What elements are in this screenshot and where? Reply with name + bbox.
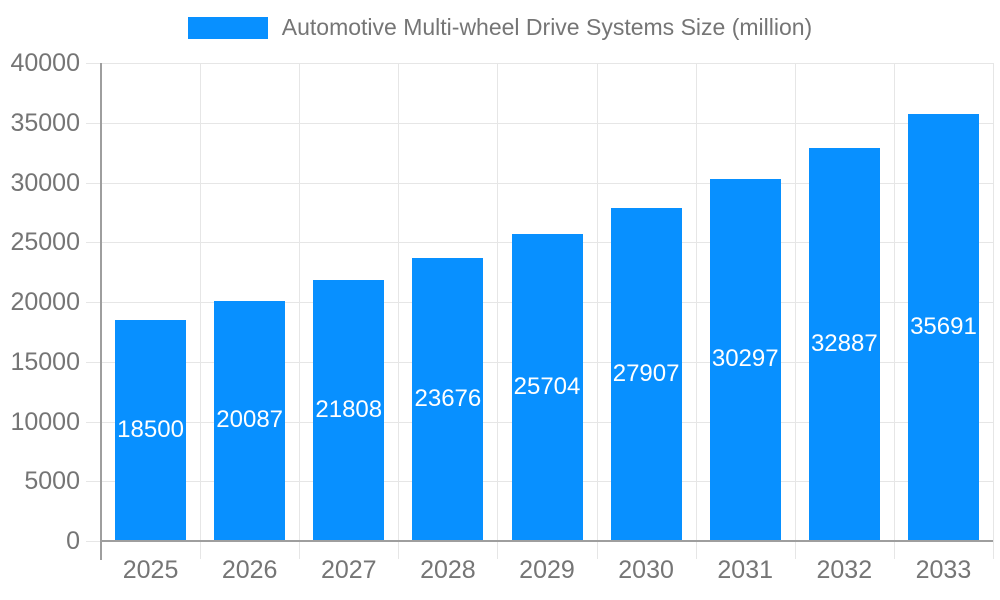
x-tick-label: 2030 [618,556,674,584]
y-tick [86,541,101,542]
x-tick-label: 2028 [420,556,476,584]
x-gridline [299,63,301,559]
bar-value-label: 20087 [216,406,284,434]
y-gridline [101,182,993,184]
y-axis-line [100,63,102,560]
bar-value-label: 18500 [117,415,184,443]
x-gridline [200,63,202,559]
y-tick-label: 30000 [10,168,80,197]
bar-2030[interactable]: 27907 [610,207,682,540]
y-tick [86,421,101,423]
y-tick-label: 20000 [10,288,80,316]
x-tick-label: 2032 [816,556,873,584]
x-gridline [398,63,400,559]
y-tick-label: 35000 [10,108,80,137]
bar-2028[interactable]: 23676 [412,258,484,540]
legend[interactable]: Automotive Multi-wheel Drive Systems Siz… [0,14,1000,41]
bar-value-label: 25704 [513,372,581,400]
bar-2029[interactable]: 25704 [511,233,583,540]
x-tick-label: 2029 [519,556,575,584]
x-tick-label: 2025 [122,556,179,584]
y-tick [86,182,101,184]
bar-value-label: 23676 [414,385,482,413]
x-tick-label: 2027 [320,556,377,584]
y-tick [86,122,101,124]
legend-label: Automotive Multi-wheel Drive Systems Siz… [281,14,813,40]
y-tick-label: 15000 [10,347,80,376]
x-tick-label: 2031 [717,556,774,584]
legend-swatch [187,16,268,39]
y-gridline [101,122,993,124]
x-gridline [893,63,895,559]
y-tick-label: 5000 [24,467,80,496]
y-tick [86,302,101,303]
x-axis-line [101,540,993,542]
x-gridline [596,63,598,559]
x-gridline [695,63,697,559]
x-gridline [794,63,796,559]
y-gridline [101,63,993,64]
y-tick-label: 25000 [10,228,80,257]
bar-value-label: 35691 [910,313,977,341]
x-tick-label: 2033 [915,556,972,584]
y-tick-label: 10000 [10,407,80,436]
y-tick-label: 40000 [10,49,80,77]
bar-2033[interactable]: 35691 [907,114,979,540]
x-gridline [497,63,499,559]
bar-value-label: 21808 [315,396,383,424]
y-tick [86,63,101,64]
y-tick [86,242,101,244]
y-tick [86,481,101,483]
x-tick-label: 2026 [221,556,278,584]
bar-2031[interactable]: 30297 [709,178,781,540]
bar-2032[interactable]: 32887 [808,148,880,540]
bar-2025[interactable]: 18500 [115,319,187,540]
x-gridline [993,63,994,559]
y-tick [86,361,101,363]
y-tick-label: 0 [66,527,80,555]
bar-2027[interactable]: 21808 [313,280,385,540]
bar-value-label: 30297 [711,345,779,373]
bar-value-label: 32887 [810,329,878,357]
bar-2026[interactable]: 20087 [214,300,286,540]
bar-value-label: 27907 [612,359,680,387]
